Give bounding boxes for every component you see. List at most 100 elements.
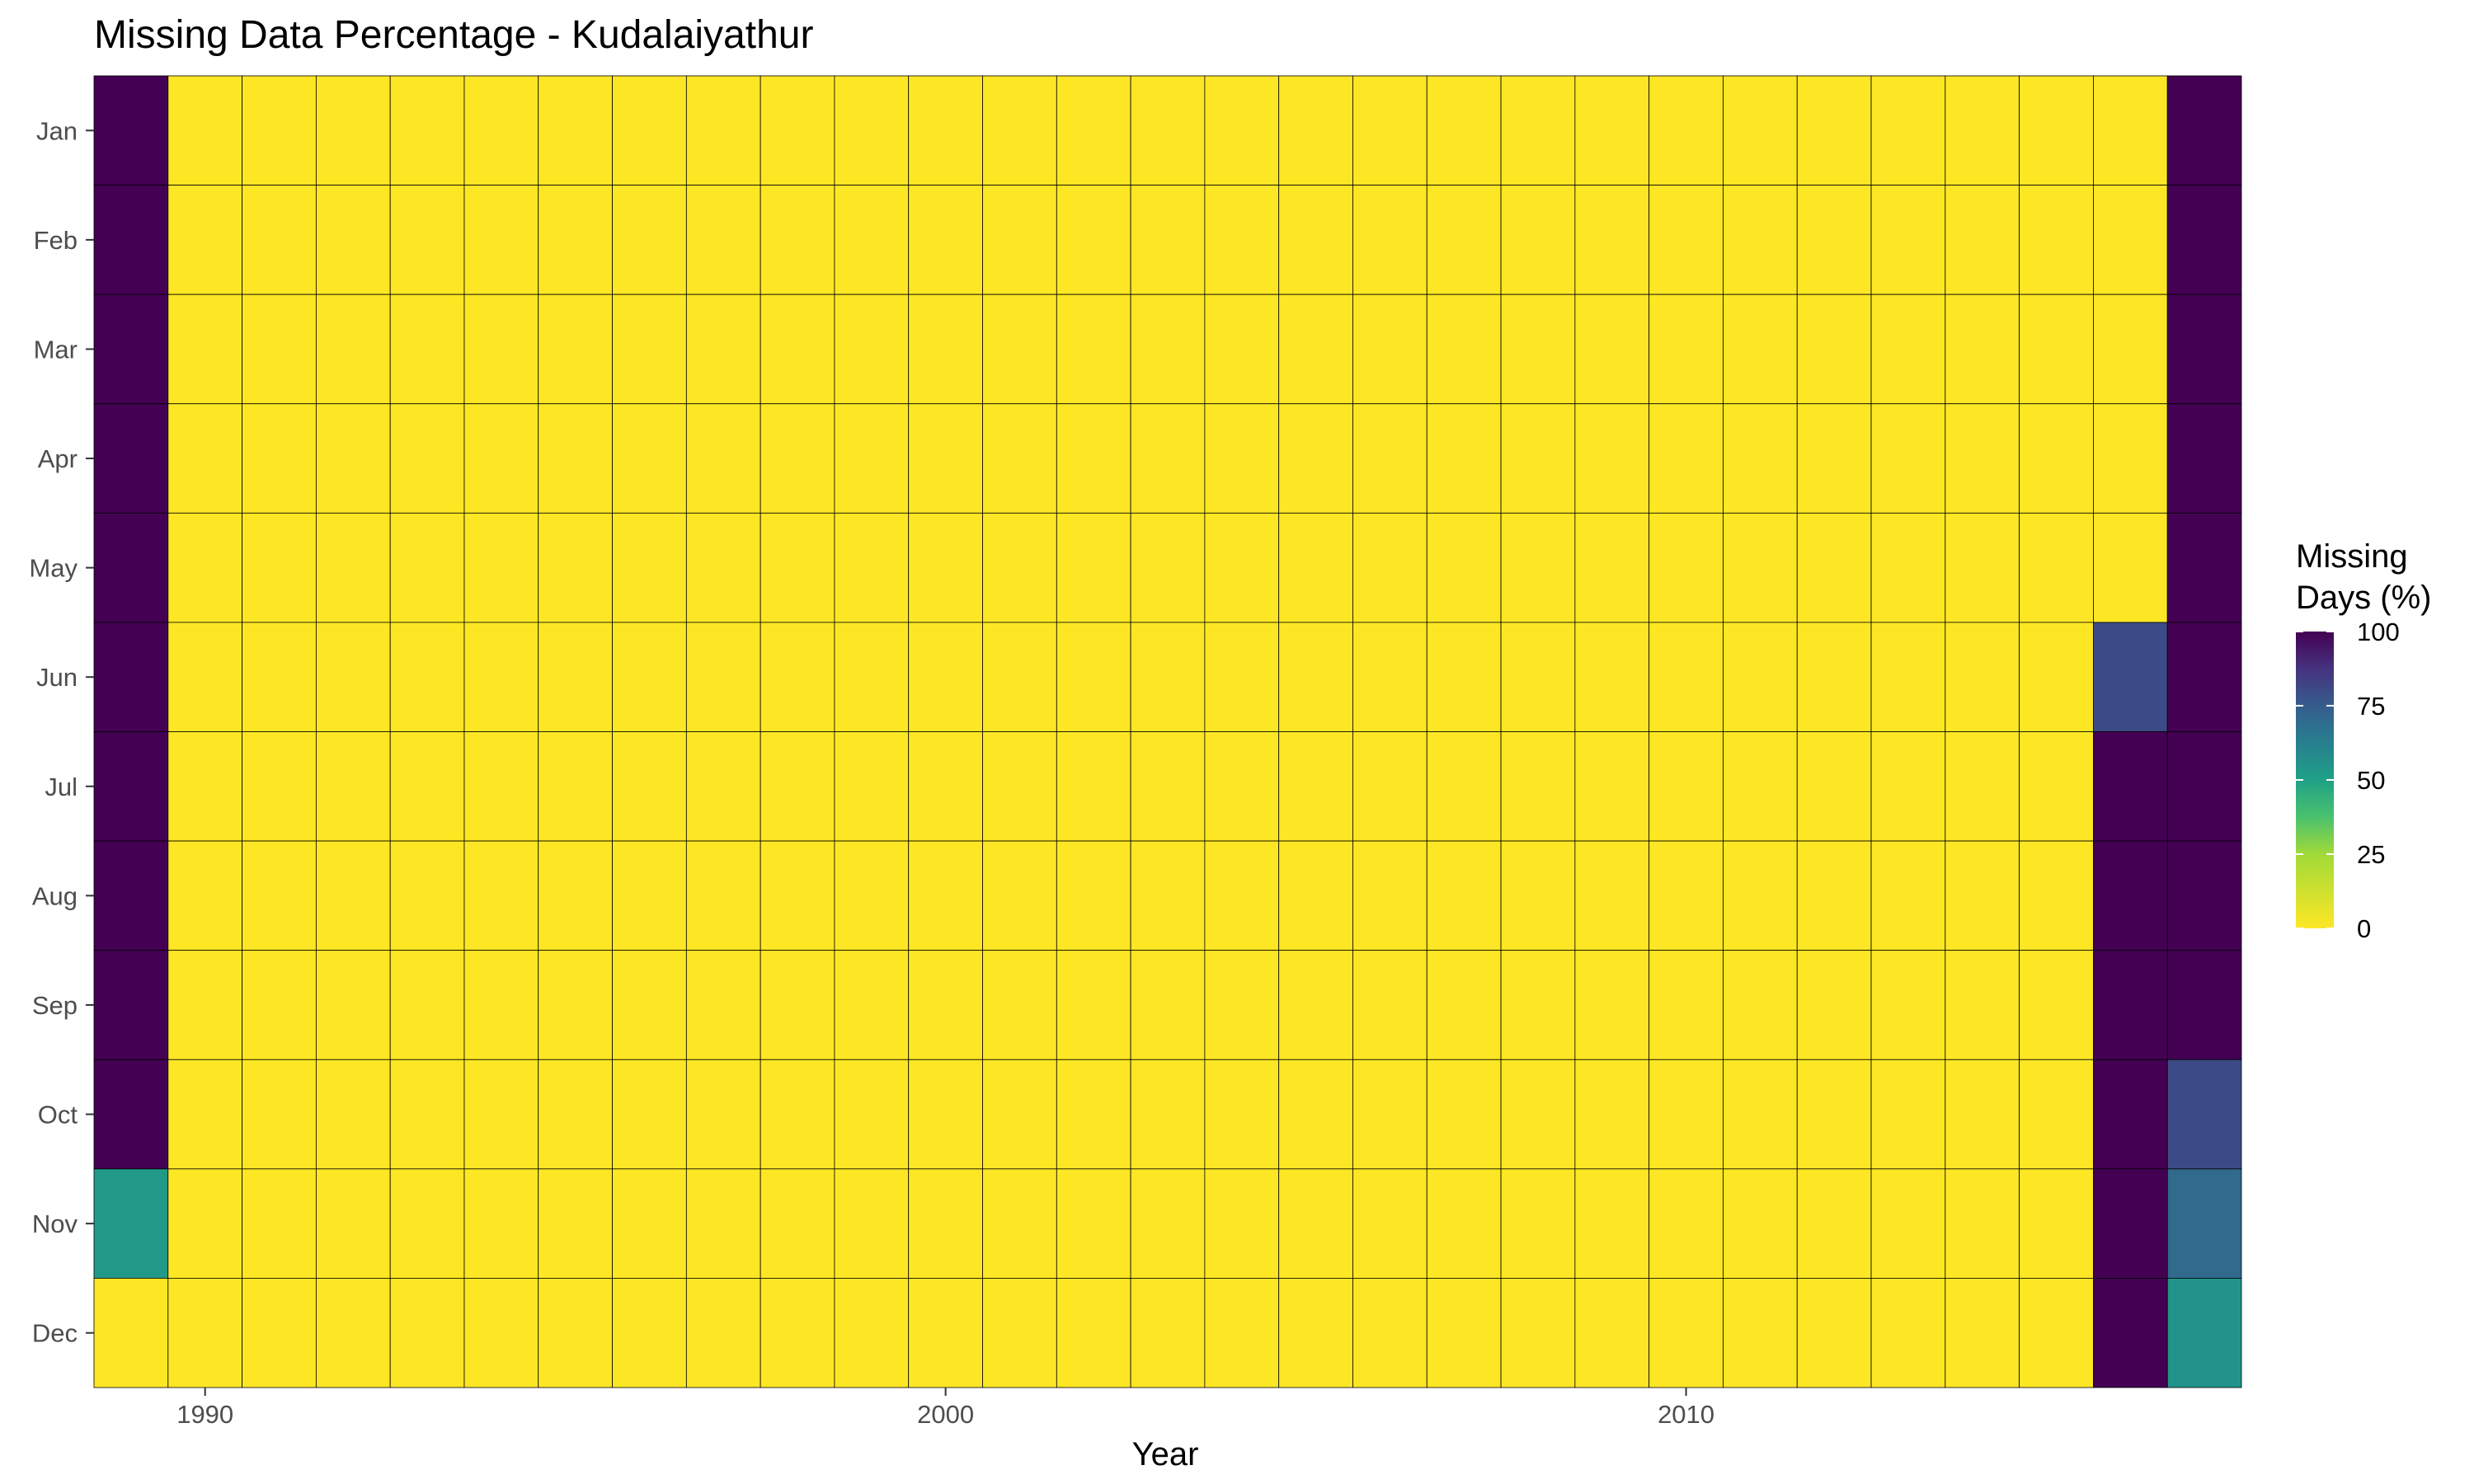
heatmap-cell: [760, 512, 835, 623]
heatmap-cell: [612, 840, 687, 951]
heatmap-cell: [1945, 512, 2020, 623]
heatmap-cell: [2019, 294, 2094, 405]
heatmap-cell: [538, 75, 613, 186]
heatmap-cell: [1649, 185, 1724, 295]
heatmap-cell: [612, 75, 687, 186]
heatmap-cell: [93, 950, 169, 1060]
heatmap-cell: [463, 840, 539, 951]
heatmap-cell: [538, 950, 613, 1060]
heatmap-cell: [685, 185, 761, 295]
heatmap-cell: [242, 185, 317, 295]
heatmap-cell: [1426, 1278, 1502, 1388]
heatmap-cell: [315, 1168, 391, 1279]
heatmap-cell: [1945, 731, 2020, 842]
heatmap-cell: [834, 294, 910, 405]
heatmap-cell: [167, 950, 242, 1060]
heatmap-cell: [1723, 75, 1798, 186]
heatmap-cell: [908, 403, 983, 514]
heatmap-cell: [463, 622, 539, 732]
heatmap-cell: [1796, 512, 1872, 623]
heatmap-cell: [612, 403, 687, 514]
heatmap-cell: [1945, 403, 2020, 514]
heatmap-cell: [982, 512, 1057, 623]
heatmap-cell: [1426, 75, 1502, 186]
heatmap-cell: [2166, 403, 2242, 514]
heatmap-cell: [1352, 294, 1427, 405]
heatmap-cell: [538, 185, 613, 295]
heatmap-cell: [1352, 403, 1427, 514]
heatmap-cell: [1278, 622, 1353, 732]
heatmap-cell: [167, 840, 242, 951]
heatmap-cell: [1945, 185, 2020, 295]
legend-tick-label: 75: [2357, 692, 2385, 721]
heatmap-cell: [2093, 294, 2168, 405]
heatmap-cell: [760, 1278, 835, 1388]
heatmap-cell: [612, 185, 687, 295]
heatmap-cell: [2166, 1059, 2242, 1170]
heatmap-cell: [834, 950, 910, 1060]
heatmap-cell: [685, 294, 761, 405]
heatmap-cell: [315, 950, 391, 1060]
heatmap-cell: [389, 840, 465, 951]
heatmap-cell: [167, 731, 242, 842]
heatmap-cell: [908, 622, 983, 732]
heatmap-cell: [1056, 1278, 1131, 1388]
heatmap-cell: [463, 185, 539, 295]
heatmap-cell: [315, 512, 391, 623]
heatmap-cell: [1204, 1168, 1280, 1279]
legend-tick-label: 50: [2357, 766, 2385, 795]
heatmap-cell: [2093, 950, 2168, 1060]
heatmap-cell: [834, 512, 910, 623]
heatmap-cell: [1056, 1168, 1131, 1279]
heatmap-cell: [1723, 403, 1798, 514]
heatmap-cell: [1870, 294, 1946, 405]
y-axis: Jan Feb Mar Apr May Jun Jul Aug Sep Oct Nov Dec: [29, 116, 94, 1348]
heatmap-cell: [1796, 294, 1872, 405]
heatmap-cell: [982, 950, 1057, 1060]
heatmap-cell: [242, 840, 317, 951]
heatmap-cell: [2019, 1278, 2094, 1388]
chart-title: Missing Data Percentage - Kudalaiyathur: [94, 13, 813, 57]
heatmap-cell: [685, 1059, 761, 1170]
heatmap-cell: [389, 1059, 465, 1170]
heatmap-cell: [1574, 512, 1650, 623]
heatmap-cell: [1056, 294, 1131, 405]
y-tick-label: Jan: [36, 116, 78, 145]
heatmap-cell: [93, 840, 169, 951]
heatmap-cell: [538, 840, 613, 951]
heatmap-cell: [1500, 512, 1576, 623]
heatmap-cell: [685, 1278, 761, 1388]
heatmap-cell: [538, 1059, 613, 1170]
heatmap-cell: [2166, 294, 2242, 405]
heatmap-cell: [1130, 185, 1206, 295]
heatmap-cell: [2019, 622, 2094, 732]
heatmap-cell: [2166, 75, 2242, 186]
heatmap-cell: [1945, 1168, 2020, 1279]
heatmap-cell: [315, 622, 391, 732]
heatmap-cell: [1130, 840, 1206, 951]
heatmap-cell: [685, 622, 761, 732]
heatmap-cell: [982, 1168, 1057, 1279]
heatmap-cell: [1870, 75, 1946, 186]
heatmap-cell: [908, 1278, 983, 1388]
heatmap-cell: [685, 950, 761, 1060]
heatmap-cell: [1796, 1059, 1872, 1170]
heatmap-cell: [1574, 1278, 1650, 1388]
heatmap-cell: [982, 731, 1057, 842]
heatmap-cell: [1500, 731, 1576, 842]
heatmap-cell: [242, 622, 317, 732]
heatmap-cell: [1796, 1168, 1872, 1279]
heatmap-cell: [2166, 1168, 2242, 1279]
heatmap-cell: [1056, 185, 1131, 295]
heatmap-cell: [2166, 731, 2242, 842]
y-tick-label: Jun: [36, 663, 78, 692]
heatmap-cell: [1945, 75, 2020, 186]
heatmap-cell: [2019, 512, 2094, 623]
heatmap-cell: [1649, 75, 1724, 186]
heatmap-cell: [242, 1168, 317, 1279]
heatmap-cell: [93, 1278, 169, 1388]
heatmap-cell: [1870, 512, 1946, 623]
heatmap-cell: [2093, 1168, 2168, 1279]
heatmap-cell: [1870, 731, 1946, 842]
y-tick-label: Sep: [32, 991, 78, 1020]
